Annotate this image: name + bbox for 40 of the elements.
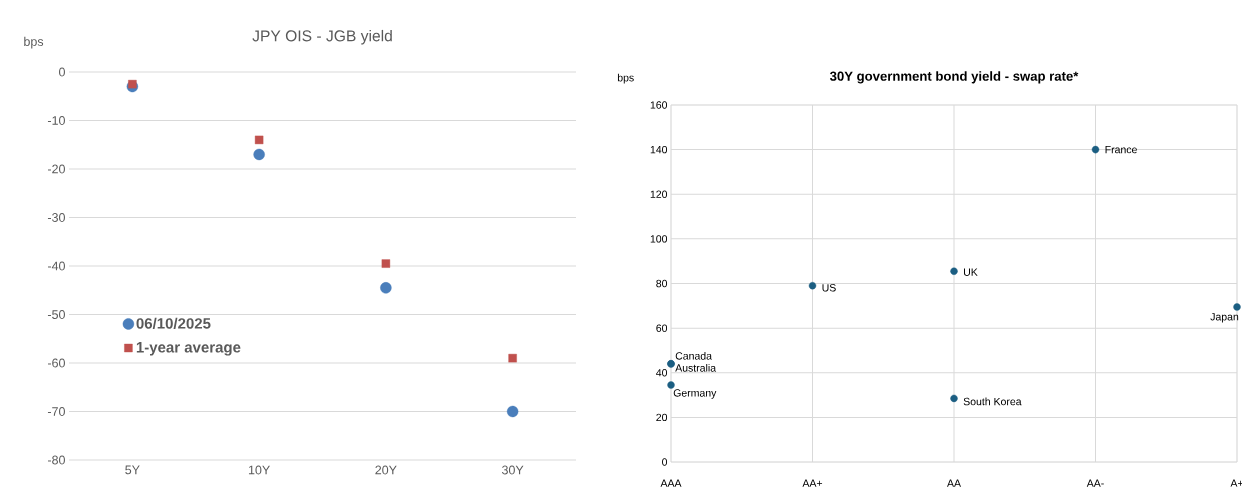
y-tick-label: -30 [47,213,65,222]
y-tick-label: 140 [650,145,668,154]
y-tick-label: 40 [656,369,668,377]
y-tick-label: -60 [47,358,65,368]
x-tick-label: AA- [1086,479,1104,487]
y-tick-label: 60 [656,324,668,332]
y-tick-label: 20 [656,413,668,422]
chart-title: 30Y government bond yield - swap rate* [829,71,1079,84]
y-tick-label: 0 [662,458,668,466]
annotation: France [1105,145,1137,154]
annotation: Australia [675,363,717,372]
annotation: US [822,284,836,292]
y-tick-label: 160 [650,101,668,109]
y-axis-title: bps [617,73,634,84]
x-tick-label: AA+ [802,479,823,487]
annotation: South Korea [963,397,1022,406]
y-tick-label: -10 [47,116,65,125]
y-axis-title: bps [24,36,44,49]
y-tick-label: -20 [47,164,65,174]
annotation: Germany [673,389,717,399]
legend-label: 1-year average [136,342,241,356]
y-tick-label: -40 [47,261,65,271]
annotation: Canada [675,351,712,360]
y-tick-label: 100 [650,235,668,243]
annotation: UK [964,268,978,276]
x-tick-label: 5Y [125,465,140,475]
legend-label: 06/10/2025 [136,317,211,329]
x-tick-label: 10Y [248,465,270,475]
chart-title: JPY OIS - JGB yield [252,29,392,45]
y-tick-label: -50 [47,310,65,319]
x-tick-label: AAA [660,479,682,487]
y-tick-label: 120 [650,190,668,198]
y-tick-label: 0 [59,67,65,77]
annotation: Japan [1210,313,1239,323]
y-tick-label: -80 [47,455,65,465]
y-tick-label: -70 [47,407,65,416]
x-tick-label: AA [947,479,961,487]
x-tick-label: 30Y [501,465,524,475]
y-tick-label: 80 [656,279,668,288]
x-tick-label: 20Y [375,465,397,475]
